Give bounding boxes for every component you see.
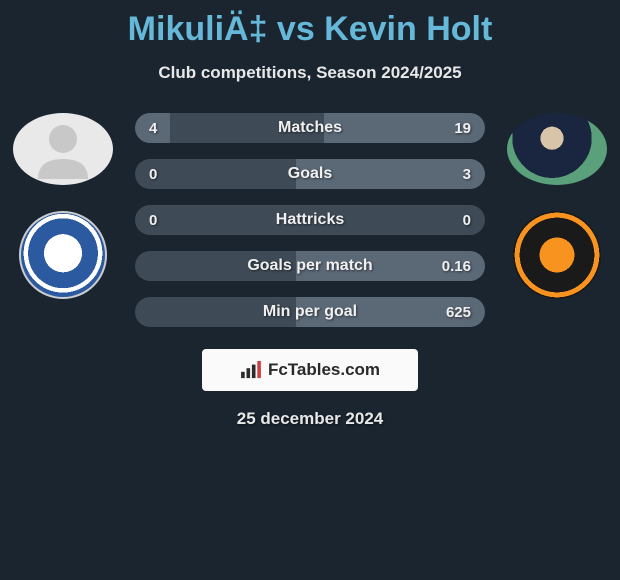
stat-label: Matches (278, 119, 342, 137)
comparison-card: MikuliÄ‡ vs Kevin Holt Club competitions… (0, 0, 620, 429)
brand-box[interactable]: FcTables.com (202, 349, 418, 391)
stat-row-goals-per-match: Goals per match 0.16 (135, 251, 485, 281)
stat-left-value: 4 (149, 120, 157, 137)
stat-row-goals: 0 Goals 3 (135, 159, 485, 189)
stat-label: Min per goal (263, 303, 357, 321)
stat-left-value: 0 (149, 166, 157, 183)
stat-row-min-per-goal: Min per goal 625 (135, 297, 485, 327)
brand-text: FcTables.com (268, 360, 380, 380)
stat-right-value: 3 (463, 166, 471, 183)
right-player-column (503, 113, 611, 327)
stat-left-value: 0 (149, 212, 157, 229)
club1-badge (19, 211, 107, 299)
stat-label: Hattricks (276, 211, 344, 229)
stat-right-value: 0 (463, 212, 471, 229)
left-player-column (9, 113, 117, 327)
stat-right-value: 19 (454, 120, 471, 137)
season-subtitle: Club competitions, Season 2024/2025 (158, 63, 461, 83)
player2-photo (507, 113, 607, 185)
club2-badge (513, 211, 601, 299)
stat-label: Goals (288, 165, 332, 183)
main-area: 4 Matches 19 0 Goals 3 0 Hattricks 0 (0, 113, 620, 327)
page-title: MikuliÄ‡ vs Kevin Holt (128, 10, 493, 49)
bar-chart-icon (240, 361, 262, 379)
stat-right-value: 625 (446, 304, 471, 321)
stat-row-matches: 4 Matches 19 (135, 113, 485, 143)
stats-column: 4 Matches 19 0 Goals 3 0 Hattricks 0 (135, 113, 485, 327)
stat-label: Goals per match (247, 257, 372, 275)
stat-row-hattricks: 0 Hattricks 0 (135, 205, 485, 235)
date-text: 25 december 2024 (237, 409, 384, 429)
silhouette-icon (28, 119, 98, 179)
stat-right-value: 0.16 (442, 258, 471, 275)
player1-photo (13, 113, 113, 185)
